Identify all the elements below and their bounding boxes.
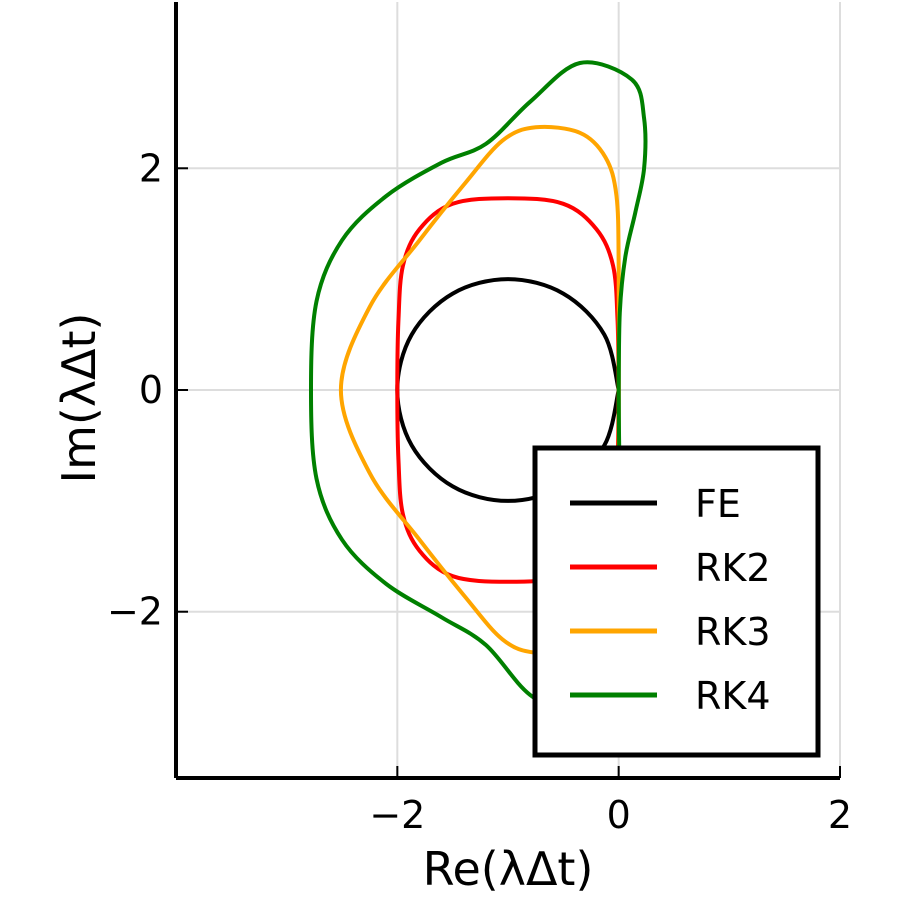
- x-axis-label: Re(λΔt): [423, 842, 594, 896]
- x-tick-label: 2: [828, 793, 852, 837]
- x-tick-label: −2: [369, 793, 425, 837]
- tick-layer: −2 0 2 −2 0 2: [107, 146, 852, 837]
- legend: FE RK2 RK3 RK4: [532, 445, 821, 758]
- legend-label-rk3: RK3: [695, 610, 771, 654]
- legend-label-fe: FE: [695, 482, 741, 526]
- x-tick-label: 0: [607, 793, 631, 837]
- legend-label-rk4: RK4: [695, 674, 771, 718]
- y-tick-label: −2: [107, 590, 163, 634]
- legend-label-rk2: RK2: [695, 546, 771, 590]
- y-axis-label: Im(λΔt): [52, 313, 106, 484]
- y-tick-label: 0: [139, 368, 163, 412]
- y-tick-label: 2: [139, 146, 163, 190]
- legend-box: [532, 445, 821, 758]
